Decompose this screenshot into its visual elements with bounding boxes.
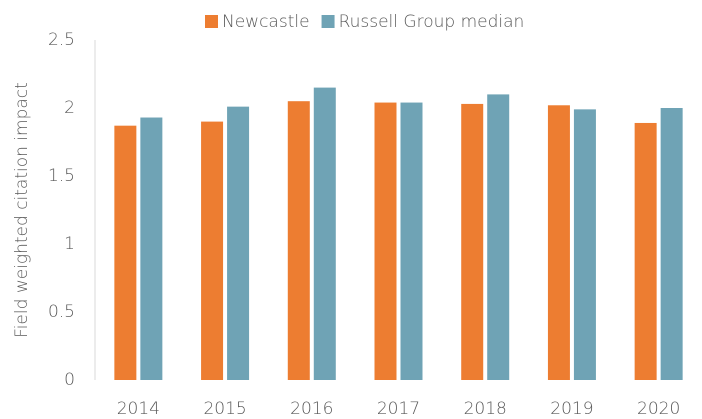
legend-swatch bbox=[321, 15, 335, 28]
bar bbox=[487, 94, 510, 381]
y-tick-label: 1 bbox=[64, 234, 75, 254]
bar bbox=[140, 117, 163, 381]
x-tick-label: 2018 bbox=[464, 399, 507, 419]
y-tick-label: 0.5 bbox=[48, 302, 75, 322]
legend-swatch bbox=[205, 15, 218, 28]
x-tick-label: 2017 bbox=[377, 399, 420, 419]
y-axis-title: Field weighted citation impact bbox=[12, 82, 32, 338]
bar bbox=[400, 102, 423, 380]
x-tick-label: 2019 bbox=[550, 399, 593, 419]
x-tick-label: 2016 bbox=[290, 399, 333, 419]
x-tick-label: 2020 bbox=[637, 399, 680, 419]
legend-label: Newcastle bbox=[222, 12, 310, 32]
legend-label: Russell Group median bbox=[339, 12, 525, 32]
bar bbox=[461, 103, 484, 381]
x-tick-label: 2014 bbox=[117, 399, 160, 419]
bar bbox=[313, 87, 336, 380]
bar bbox=[634, 122, 657, 381]
y-tick-label: 2.5 bbox=[48, 30, 75, 50]
bar bbox=[114, 125, 137, 381]
bar bbox=[227, 106, 250, 380]
bar bbox=[547, 105, 570, 380]
bar bbox=[374, 102, 397, 380]
y-tick-label: 0 bbox=[64, 370, 75, 390]
bar bbox=[287, 101, 310, 380]
bar bbox=[573, 109, 596, 381]
x-tick-label: 2015 bbox=[203, 399, 246, 419]
bar bbox=[201, 121, 224, 380]
y-tick-label: 2 bbox=[64, 98, 75, 118]
bar bbox=[660, 108, 683, 380]
y-tick-label: 1.5 bbox=[48, 166, 75, 186]
